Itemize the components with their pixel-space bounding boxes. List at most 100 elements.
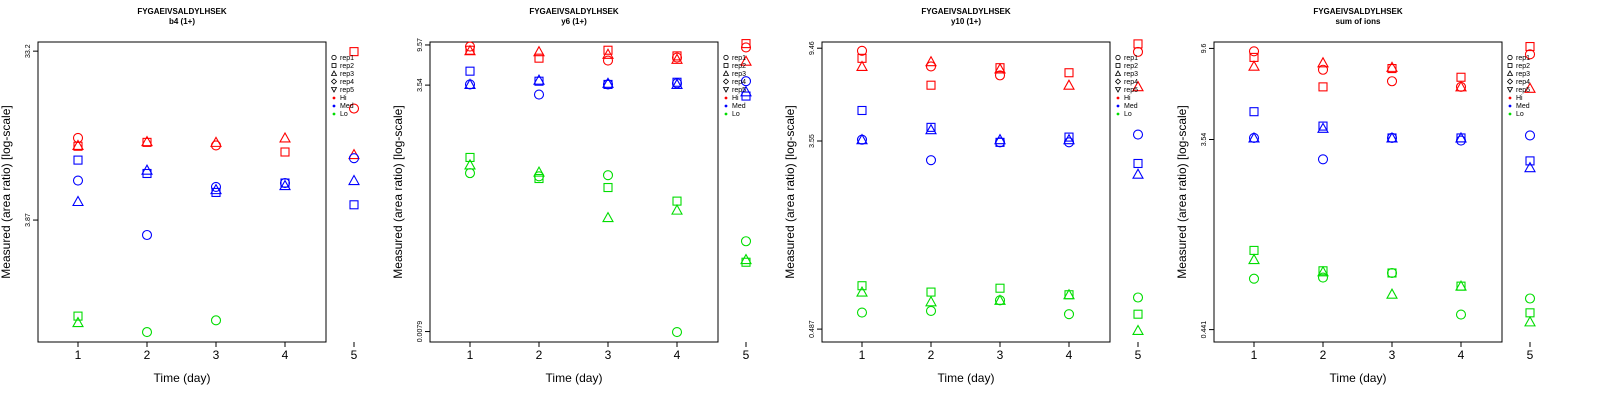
data-point-lo-square: [857, 281, 867, 291]
y-tick-label: 9.6: [1201, 43, 1208, 53]
y-tick-label: 9.46: [809, 41, 816, 55]
data-point-hi-triangle: [1317, 56, 1329, 68]
data-point-lo-circle: [141, 327, 153, 338]
x-tick-label: 4: [1066, 348, 1073, 362]
data-point-lo-triangle: [602, 211, 614, 223]
data-point-hi-triangle: [279, 131, 291, 143]
data-point-hi-triangle: [1524, 82, 1536, 93]
chart-title: FYGAEIVSALDYLHSEK: [1313, 7, 1403, 16]
legend-label: Med: [732, 103, 746, 110]
legend-label: rep2: [340, 63, 354, 70]
legend-diamond-icon: [1506, 78, 1514, 85]
data-point-med-triangle: [1386, 131, 1398, 143]
legend-diamond-icon: [330, 78, 338, 85]
data-point-lo-square: [1133, 309, 1143, 319]
legend-circle-icon: [1507, 54, 1513, 61]
data-point-lo-triangle: [671, 203, 683, 215]
data-point-lo-square: [1525, 308, 1535, 318]
x-tick-label: 5: [1135, 348, 1142, 362]
legend-item: Lo: [1116, 111, 1132, 118]
data-point-hi-circle: [1524, 49, 1536, 60]
x-tick-label: 1: [859, 348, 866, 362]
legend-label: rep1: [340, 55, 354, 62]
data-point-lo-triangle: [72, 316, 84, 328]
data-point-lo-circle: [464, 168, 476, 179]
legend-dot-icon: [724, 112, 728, 116]
data-point-med-circle: [210, 181, 222, 192]
x-tick-label: 4: [1458, 348, 1465, 362]
data-point-lo-circle: [740, 236, 752, 247]
plot-frame: [429, 41, 719, 343]
data-point-hi-square: [142, 137, 152, 147]
legend-label: rep4: [1516, 79, 1530, 86]
data-point-lo-triangle: [1317, 265, 1329, 277]
legend-item: rep4: [1506, 78, 1530, 86]
x-tick-label: 3: [997, 348, 1004, 362]
legend-dot-icon: [1116, 96, 1120, 100]
data-point-hi-square: [672, 51, 682, 61]
legend-item: rep2: [331, 63, 354, 70]
data-point-med-circle: [533, 89, 545, 100]
data-point-hi-square: [73, 141, 83, 151]
legend-label: rep5: [732, 87, 746, 94]
legend-item: rep5: [1506, 87, 1530, 94]
data-point-lo-square: [534, 173, 544, 184]
data-point-med-triangle: [279, 179, 291, 191]
data-point-med-triangle: [464, 78, 476, 89]
data-point-hi-triangle: [856, 60, 868, 72]
legend-item: rep2: [1507, 63, 1530, 70]
y-tick-label: 3.87: [25, 213, 32, 227]
data-point-med-circle: [994, 137, 1006, 148]
data-point-med-square: [280, 178, 290, 188]
chart-subtitle: y10 (1+): [951, 17, 981, 26]
legend-label: rep1: [732, 55, 746, 62]
plot-frame: [821, 41, 1111, 343]
y-tick-label: 9.57: [417, 38, 424, 52]
data-point-hi-triangle: [1063, 79, 1075, 90]
data-point-lo-square: [73, 311, 83, 321]
x-axis-label: Time (day): [938, 371, 995, 385]
legend-circle-icon: [331, 54, 337, 61]
x-axis-label: Time (day): [154, 371, 211, 385]
data-point-hi-circle: [856, 45, 868, 56]
data-point-med-triangle: [602, 77, 614, 88]
data-point-med-triangle: [1455, 131, 1467, 143]
data-point-lo-triangle: [856, 285, 868, 297]
data-point-lo-square: [672, 196, 682, 206]
legend-dot-icon: [1508, 104, 1512, 108]
legend-item: Med: [332, 103, 354, 110]
x-tick-label: 4: [282, 348, 289, 362]
data-point-med-triangle: [856, 133, 868, 145]
legend-label: rep2: [732, 63, 746, 70]
legend-item: Lo: [724, 111, 740, 118]
data-point-hi-circle: [602, 55, 614, 66]
data-point-med-triangle: [925, 123, 937, 135]
legend-square-icon: [1507, 63, 1513, 68]
chart-subtitle: sum of ions: [1336, 17, 1381, 26]
legend-dot-icon: [1116, 112, 1120, 116]
data-point-hi-triangle: [1132, 80, 1144, 92]
data-point-med-triangle: [1524, 161, 1536, 173]
data-point-med-circle: [348, 153, 360, 164]
legend-label: Lo: [732, 111, 740, 118]
data-point-lo-circle: [1132, 292, 1144, 303]
data-point-hi-triangle: [602, 48, 614, 59]
x-tick-label: 3: [213, 348, 220, 362]
legend-label: Lo: [1124, 111, 1132, 118]
data-point-hi-circle: [740, 42, 752, 53]
legend-square-icon: [1115, 63, 1121, 68]
legend-label: rep1: [1124, 55, 1138, 62]
data-point-lo-circle: [925, 305, 937, 316]
data-point-med-square: [349, 200, 359, 210]
x-tick-label: 5: [1527, 348, 1534, 362]
legend-label: rep1: [1516, 55, 1530, 62]
data-point-hi-triangle: [1248, 60, 1260, 71]
legend-dot-icon: [1508, 96, 1512, 100]
legend-dot-icon: [332, 112, 336, 116]
data-point-hi-circle: [994, 70, 1006, 81]
legend-item: rep1: [723, 54, 746, 62]
data-point-med-circle: [925, 155, 937, 166]
x-axis-label: Time (day): [546, 371, 603, 385]
